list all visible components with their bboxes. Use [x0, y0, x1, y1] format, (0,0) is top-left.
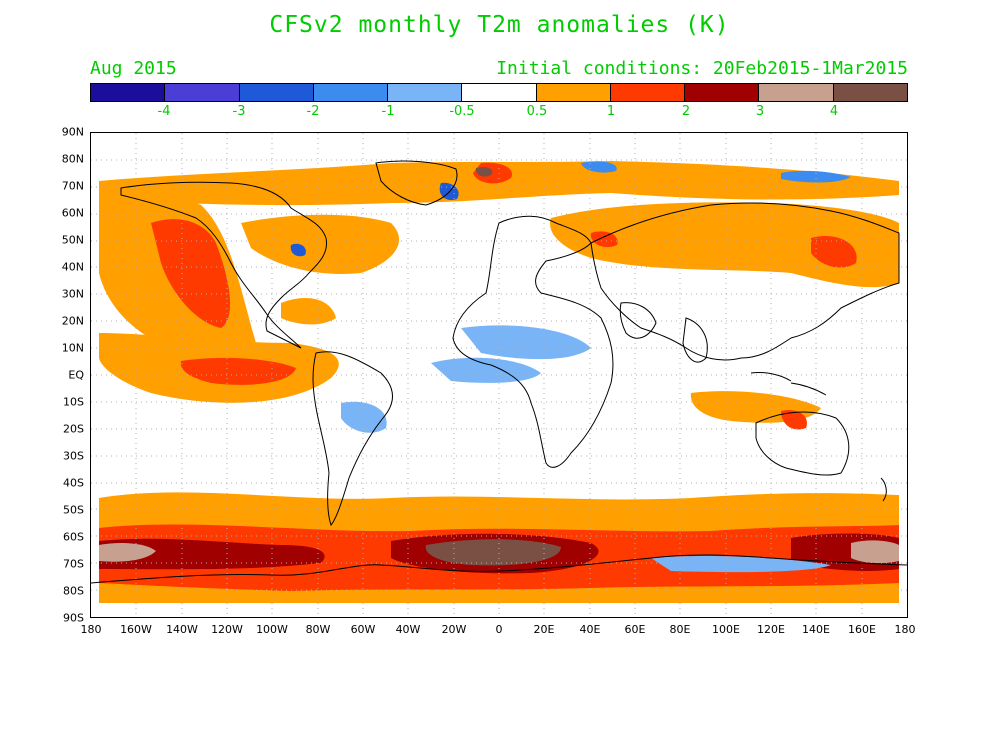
lat-label: 90N: [61, 125, 84, 139]
lat-label: 10N: [61, 341, 84, 355]
forecast-month-label: Aug 2015: [90, 58, 177, 79]
legend-swatch-gt-4: [833, 84, 907, 101]
legend-swatch-minus3-minus2: [239, 84, 314, 101]
lon-label: 100W: [256, 623, 288, 636]
lon-label: 160E: [848, 623, 876, 636]
chart-title: CFSv2 monthly T2m anomalies (K): [269, 12, 730, 38]
lon-label: 40E: [579, 623, 601, 636]
legend-label: 3: [755, 104, 765, 119]
lon-label: 120E: [757, 623, 785, 636]
lat-label: 70N: [61, 179, 84, 193]
legend-swatch-2-3: [685, 84, 760, 101]
legend-label: 1: [606, 104, 616, 119]
lon-label: 120W: [211, 623, 243, 636]
lat-label: 50S: [63, 503, 84, 517]
legend-swatch-minus2-minus1: [313, 84, 389, 101]
legend-label: 4: [829, 104, 839, 119]
legend-swatch-1-2: [610, 84, 686, 101]
lat-label: 80N: [61, 152, 84, 166]
legend-swatch-neutral: [462, 84, 537, 101]
coastlines: [91, 160, 907, 584]
legend-label: -3: [232, 104, 246, 119]
lat-label: 40S: [63, 476, 84, 490]
lon-label: 60W: [350, 623, 376, 636]
lat-label: 90S: [63, 611, 84, 625]
anomaly-fields: [99, 161, 899, 603]
lon-label: 180: [894, 623, 916, 636]
legend-swatch-minus4-minus3: [165, 84, 240, 101]
legend-swatch-3-4: [759, 84, 834, 101]
lat-label: EQ: [68, 368, 84, 382]
lat-label: 30S: [63, 449, 84, 463]
lat-label: 20S: [63, 422, 84, 436]
legend-swatch-lt-minus4: [91, 84, 166, 101]
lat-label: 60S: [63, 530, 84, 544]
lon-label: 100E: [712, 623, 740, 636]
legend-label: 0.5: [526, 104, 548, 119]
legend-swatch-minus1-minus05: [388, 84, 463, 101]
legend-swatch-05-1: [536, 84, 611, 101]
lon-label: 40W: [395, 623, 421, 636]
legend-label: -0.5: [449, 104, 475, 119]
legend-label: 2: [681, 104, 691, 119]
legend-label: -1: [381, 104, 395, 119]
map-canvas: [91, 133, 907, 617]
anomaly-map: [90, 132, 908, 618]
color-legend-bar: [90, 83, 908, 102]
lon-label: 160W: [120, 623, 152, 636]
initial-conditions-label: Initial conditions: 20Feb2015-1Mar2015: [496, 58, 908, 79]
lat-label: 50N: [61, 233, 84, 247]
lat-label: 30N: [61, 287, 84, 301]
lon-label: 0: [495, 623, 503, 636]
lon-label: 60E: [624, 623, 646, 636]
lat-label: 80S: [63, 584, 84, 598]
lat-label: 60N: [61, 206, 84, 220]
lat-label: 70S: [63, 557, 84, 571]
lon-label: 140E: [802, 623, 830, 636]
lon-label: 20W: [441, 623, 467, 636]
lon-label: 80E: [669, 623, 691, 636]
lon-label: 80W: [305, 623, 331, 636]
lat-label: 20N: [61, 314, 84, 328]
lon-label: 140W: [166, 623, 198, 636]
lon-label: 20E: [533, 623, 555, 636]
legend-label: -2: [306, 104, 320, 119]
lat-label: 10S: [63, 395, 84, 409]
legend-label: -4: [157, 104, 171, 119]
lat-label: 40N: [61, 260, 84, 274]
lon-label: 180: [80, 623, 102, 636]
